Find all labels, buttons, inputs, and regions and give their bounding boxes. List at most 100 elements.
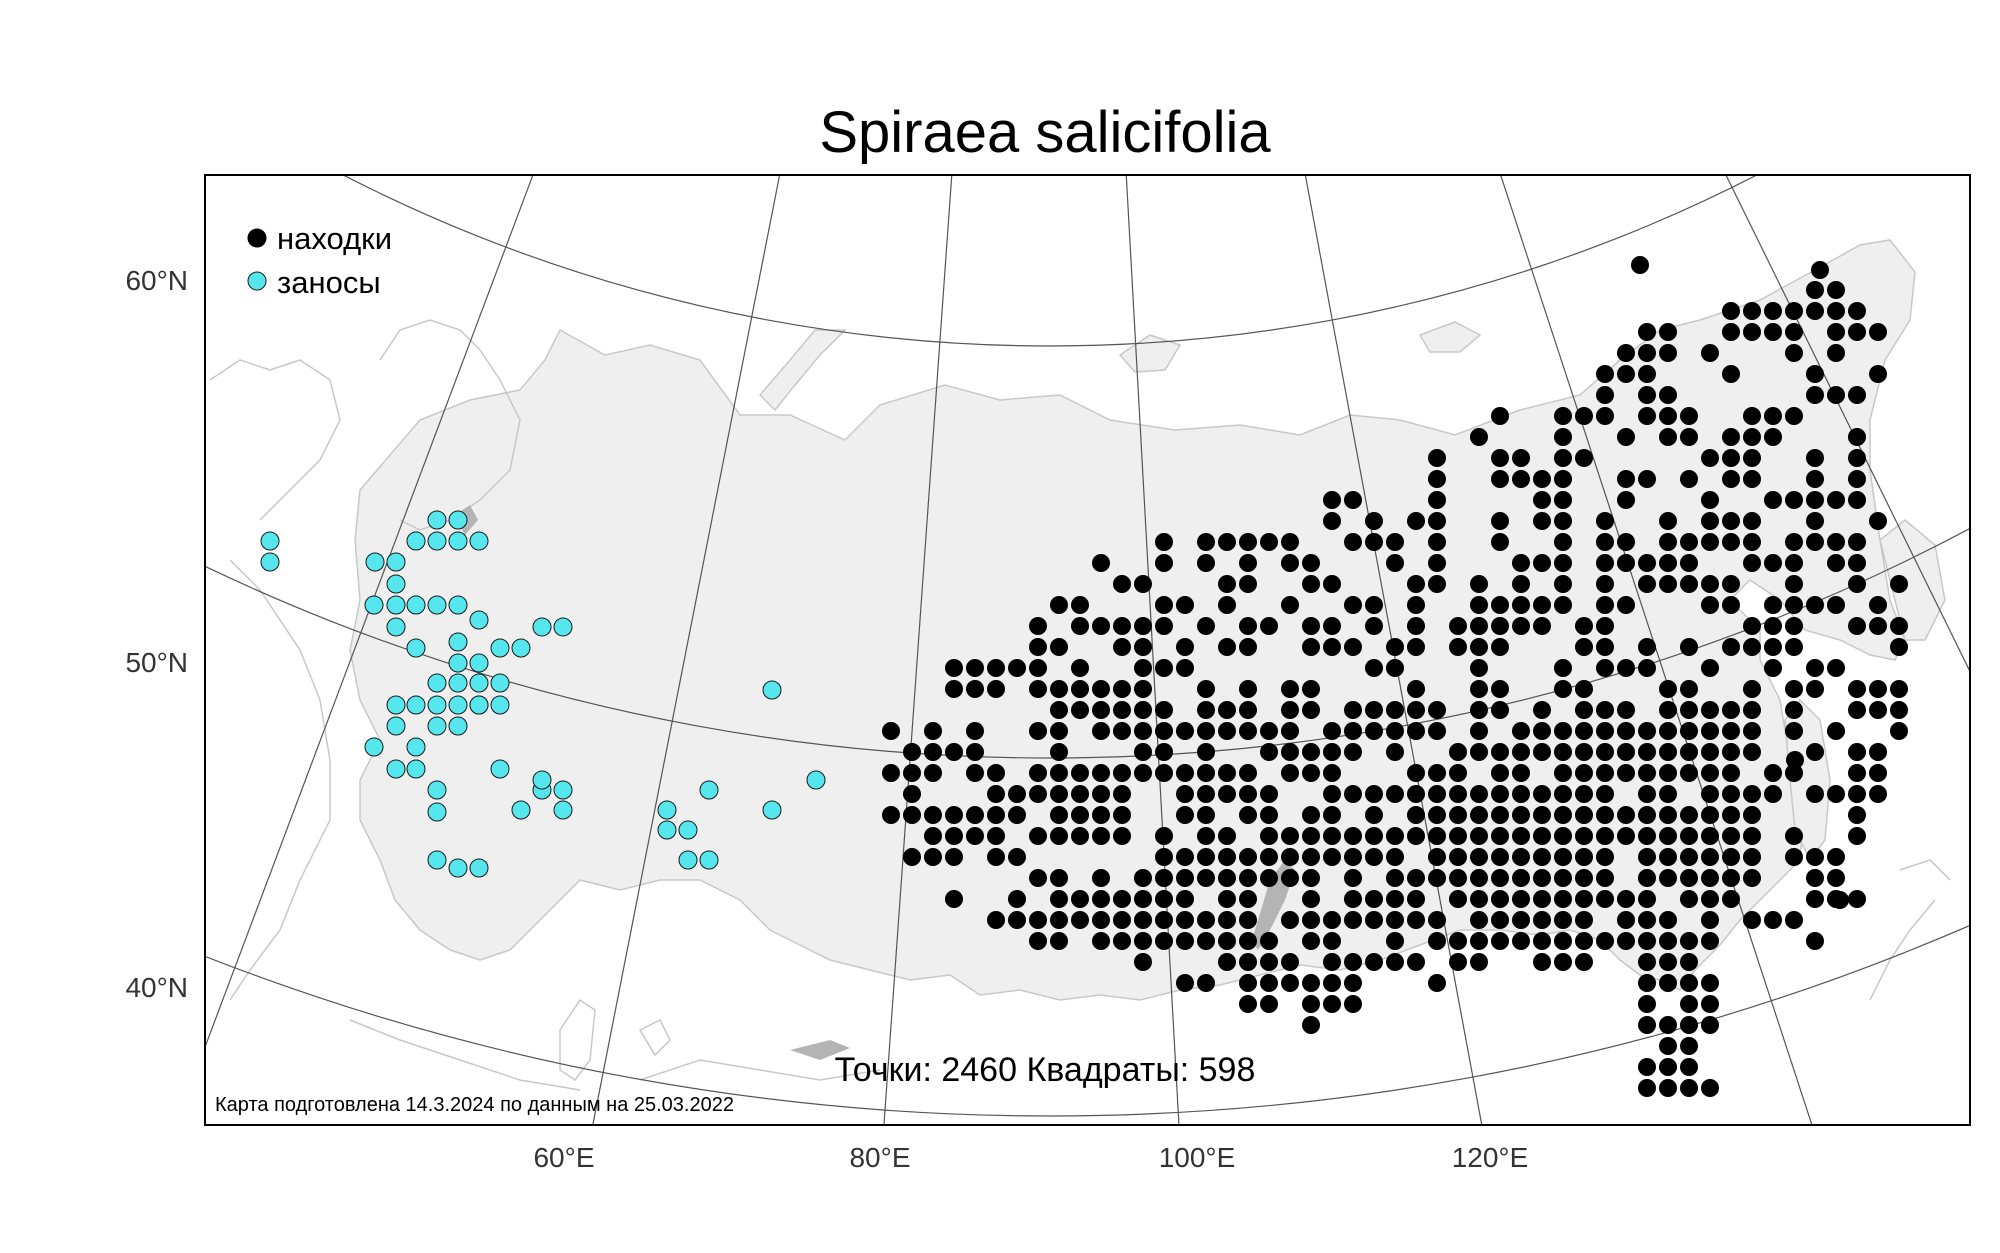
map-panel	[205, 175, 1970, 1125]
find-point	[1092, 554, 1110, 572]
find-point	[1764, 617, 1782, 635]
find-point	[1449, 638, 1467, 656]
meridian-80e	[883, 175, 953, 1125]
introduction-point	[364, 737, 384, 757]
find-point	[1596, 407, 1614, 425]
find-point	[1617, 365, 1635, 383]
find-point	[1155, 722, 1173, 740]
find-point	[1638, 995, 1656, 1013]
find-point	[1491, 743, 1509, 761]
meridian-120e	[1304, 175, 1483, 1125]
find-point	[1218, 932, 1236, 950]
find-point	[1659, 1079, 1677, 1097]
find-point	[1407, 575, 1425, 593]
find-point	[1785, 617, 1803, 635]
find-point	[1134, 701, 1152, 719]
find-point	[1029, 722, 1047, 740]
find-point	[1596, 827, 1614, 845]
find-point	[1155, 659, 1173, 677]
find-point	[1197, 848, 1215, 866]
find-point	[1785, 491, 1803, 509]
introduction-point	[386, 617, 406, 637]
find-point	[1428, 554, 1446, 572]
find-point	[1596, 365, 1614, 383]
find-point	[1344, 533, 1362, 551]
find-point	[1806, 743, 1824, 761]
find-point	[1533, 932, 1551, 950]
find-point	[1827, 386, 1845, 404]
find-point	[1281, 701, 1299, 719]
introduction-point	[448, 653, 468, 673]
find-point	[1239, 680, 1257, 698]
find-point	[1680, 806, 1698, 824]
introduction-point	[427, 716, 447, 736]
find-point	[1470, 428, 1488, 446]
longitude-labels: 60°E 80°E 100°E 120°E	[533, 1142, 1528, 1173]
find-point	[1701, 764, 1719, 782]
introduction-point	[806, 770, 826, 790]
find-point	[1701, 344, 1719, 362]
find-point	[1848, 827, 1866, 845]
find-point	[1701, 596, 1719, 614]
find-point	[1554, 428, 1572, 446]
find-point	[1533, 848, 1551, 866]
find-point	[1134, 953, 1152, 971]
find-point	[1659, 323, 1677, 341]
find-point	[1134, 911, 1152, 929]
map-frame	[204, 174, 1971, 1126]
introduction-point	[511, 800, 531, 820]
find-point	[1743, 827, 1761, 845]
find-point	[1197, 974, 1215, 992]
find-point	[1764, 323, 1782, 341]
find-point	[1071, 617, 1089, 635]
find-point	[1344, 827, 1362, 845]
find-point	[1281, 827, 1299, 845]
find-point	[1596, 638, 1614, 656]
find-point	[1785, 827, 1803, 845]
find-point	[945, 827, 963, 845]
find-point	[1071, 785, 1089, 803]
find-point	[1386, 869, 1404, 887]
find-point	[1407, 785, 1425, 803]
find-point	[1512, 890, 1530, 908]
find-point	[1281, 953, 1299, 971]
introduction-point	[469, 531, 489, 551]
map-title: Spiraea salicifolia	[819, 100, 1271, 165]
find-point	[1806, 596, 1824, 614]
introduction-point	[448, 531, 468, 551]
introduction-point	[406, 638, 426, 658]
find-point	[1428, 512, 1446, 530]
introduction-point	[469, 695, 489, 715]
find-point	[1848, 680, 1866, 698]
find-point	[1218, 722, 1236, 740]
find-point	[1701, 1079, 1719, 1097]
find-point	[1785, 323, 1803, 341]
introduction-point	[427, 510, 447, 530]
find-point	[924, 848, 942, 866]
find-point	[1764, 638, 1782, 656]
find-point	[1659, 575, 1677, 593]
introduction-point	[427, 531, 447, 551]
find-point	[945, 806, 963, 824]
find-point	[1869, 701, 1887, 719]
find-point	[1281, 743, 1299, 761]
find-point	[1512, 869, 1530, 887]
introduction-point	[448, 673, 468, 693]
find-point	[1680, 533, 1698, 551]
find-point	[1596, 722, 1614, 740]
find-point	[1470, 806, 1488, 824]
find-point	[1806, 281, 1824, 299]
find-point	[1302, 869, 1320, 887]
introduction-point	[469, 610, 489, 630]
introduction-point	[386, 759, 406, 779]
find-point	[1491, 785, 1509, 803]
find-point	[1638, 638, 1656, 656]
find-point	[1533, 554, 1551, 572]
introduction-point	[406, 531, 426, 551]
find-point	[924, 722, 942, 740]
find-point	[1491, 638, 1509, 656]
introduction-point	[365, 552, 385, 572]
find-point	[1533, 785, 1551, 803]
find-point	[1302, 575, 1320, 593]
